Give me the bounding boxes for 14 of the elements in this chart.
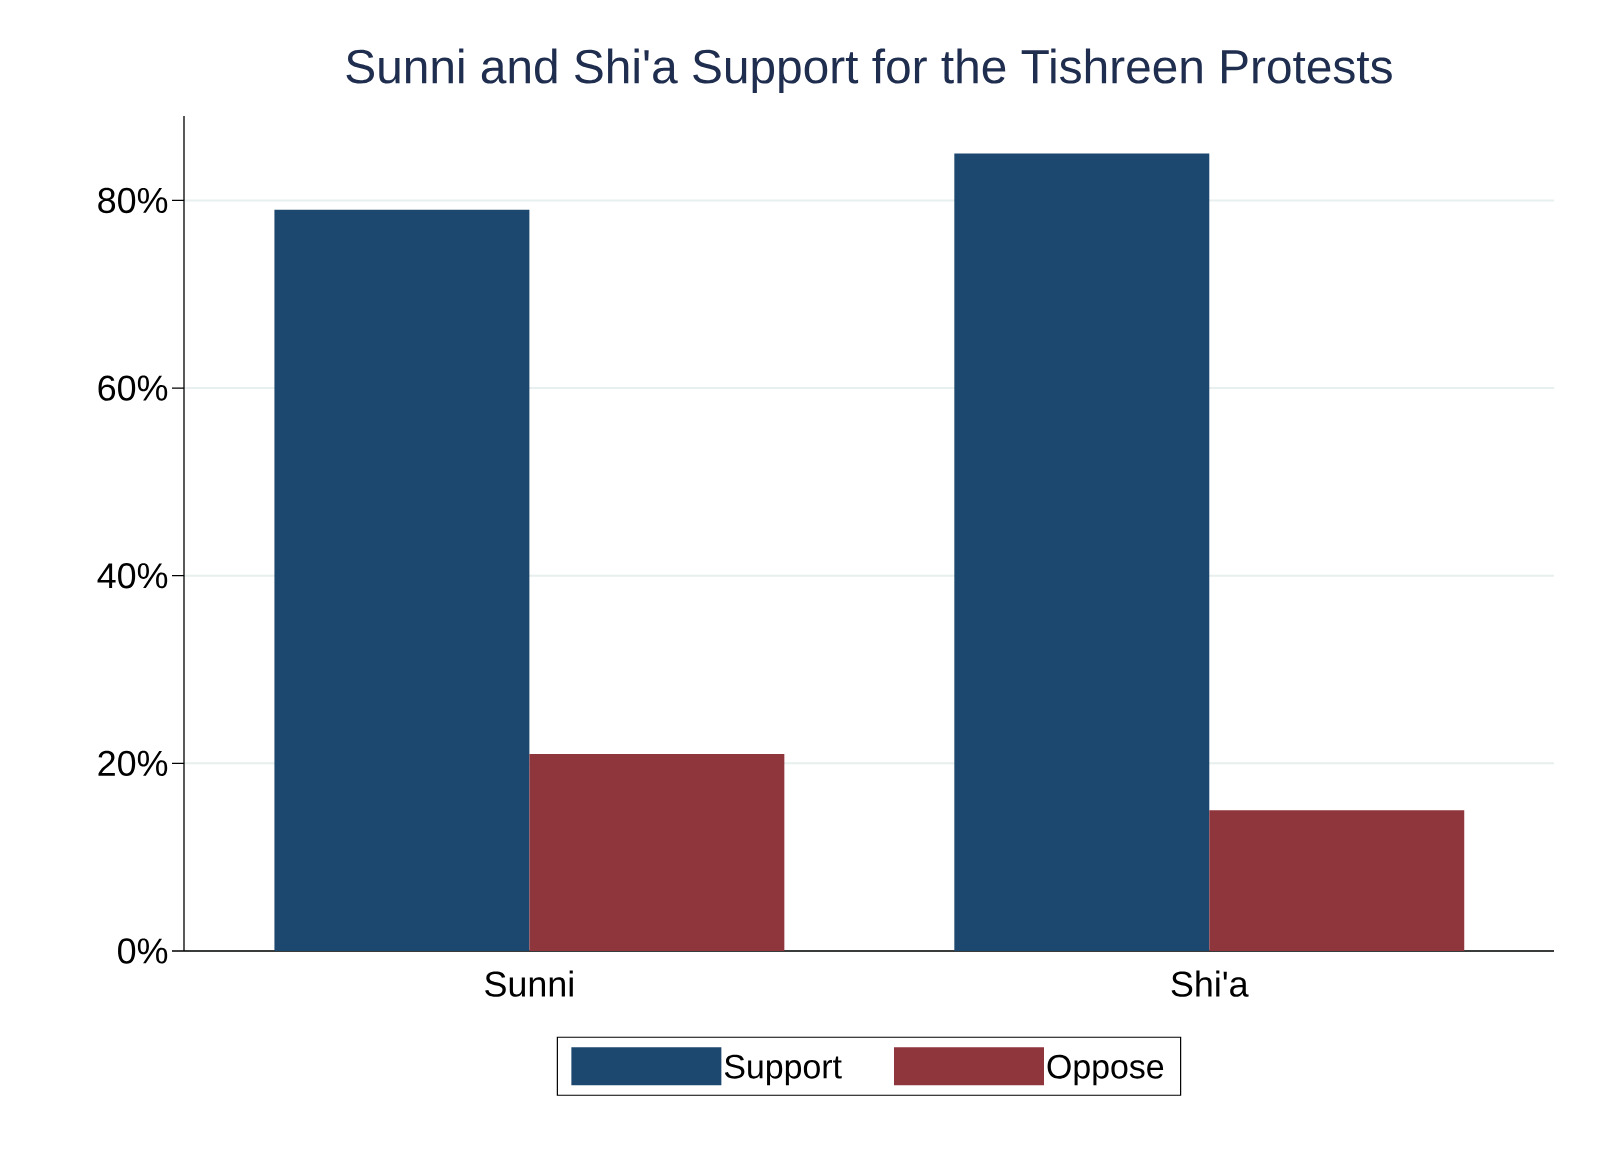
chart-title: Sunni and Shi'a Support for the Tishreen Protests bbox=[346, 48, 1392, 94]
y-tick-label: 60% bbox=[98, 375, 168, 401]
y-tick-label: 40% bbox=[97, 563, 168, 589]
bar bbox=[529, 753, 785, 951]
y-tick-label: 80% bbox=[98, 187, 168, 214]
y-tick-label: 0% bbox=[118, 938, 168, 964]
bar bbox=[1209, 810, 1465, 951]
legend-label: Oppose bbox=[1047, 1054, 1164, 1086]
legend-label: Support bbox=[724, 1054, 842, 1086]
y-tick-label: 20% bbox=[98, 750, 168, 777]
bar bbox=[274, 209, 530, 951]
bar bbox=[954, 153, 1210, 951]
x-tick-label: Shi'a bbox=[1171, 970, 1249, 997]
x-tick-label: Sunni bbox=[485, 970, 573, 997]
